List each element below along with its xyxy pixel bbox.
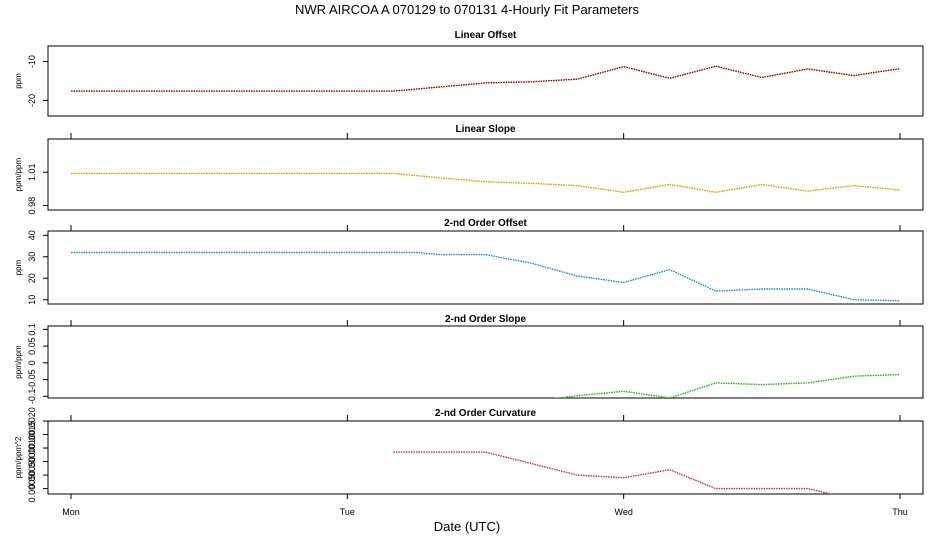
series-line (71, 65, 901, 92)
panel-5: 2-nd Order Curvature0.00050.00050.00000.… (14, 407, 924, 503)
panel-title: 2-nd Order Slope (445, 314, 527, 325)
y-axis-label: ppm (14, 259, 23, 275)
y-tick-label: 30 (27, 252, 37, 262)
x-tick-label: Thu (892, 507, 908, 517)
panel-title: 2-nd Order Curvature (435, 408, 537, 419)
y-axis-label: ppm/ppm (14, 157, 23, 191)
y-tick-label: 0.0010 (27, 434, 37, 462)
y-tick-label: 1.01 (27, 164, 37, 182)
y-tick-label: 20 (27, 273, 37, 283)
x-tick-label: Wed (614, 507, 632, 517)
y-tick-label: 0.0005 (27, 475, 37, 503)
series-line (552, 373, 901, 398)
series-line (393, 451, 834, 494)
series-line (71, 172, 901, 194)
y-tick-label: 0.05 (27, 337, 37, 355)
chart-title: NWR AIRCOA A 070129 to 070131 4-Hourly F… (295, 2, 639, 17)
y-tick-label: 0.0000 (27, 448, 37, 476)
y-axis-label: ppm/ppm^2 (14, 436, 23, 478)
y-tick-label: 0.0015 (27, 421, 37, 449)
y-tick-label: 10 (27, 295, 37, 305)
panel-2: Linear Slope 0.98 1.01 ppm/ppm (14, 124, 924, 215)
panel-4: 2-nd Order Slope -0.1-0.05 0 0.050.1 ppm/ppm (14, 314, 924, 405)
x-axis: Mon Tue Wed Thu (62, 494, 908, 517)
panel-frame (47, 230, 924, 305)
y-tick-label: -0.05 (27, 369, 37, 390)
panel-title: Linear Offset (455, 30, 517, 41)
y-axis-label: ppm/ppm (14, 345, 23, 379)
y-tick-label: 0 (27, 360, 37, 365)
panel-3: 2-nd Order Offset 10 20 30 40 ppm (14, 218, 924, 305)
y-tick-label: 40 (27, 230, 37, 240)
y-tick-label: -20 (27, 94, 37, 107)
series-line (71, 251, 901, 302)
y-tick-label: 0.0005 (27, 461, 37, 489)
panels: Linear Offset -20 -10 ppm Linear Slope 0.98 1.… (14, 30, 924, 503)
panel-frame (47, 138, 924, 211)
y-tick-label: -0.1 (27, 389, 37, 405)
x-axis-label: Date (UTC) (434, 519, 500, 534)
y-axis-label: ppm (14, 73, 23, 89)
panel-title: Linear Slope (455, 124, 515, 135)
x-tick-label: Tue (340, 507, 355, 517)
panel-frame (47, 325, 924, 399)
y-tick-label: 0.98 (27, 197, 37, 215)
x-tick-label: Mon (62, 507, 80, 517)
y-tick-label: -10 (27, 55, 37, 68)
panel-frame (47, 45, 924, 117)
y-tick-label: 0.1 (27, 323, 37, 336)
panel-frame (47, 420, 924, 495)
y-tick-label: 0.0020 (27, 407, 37, 435)
panel-1: Linear Offset -20 -10 ppm (14, 30, 924, 117)
panel-title: 2-nd Order Offset (444, 218, 527, 229)
